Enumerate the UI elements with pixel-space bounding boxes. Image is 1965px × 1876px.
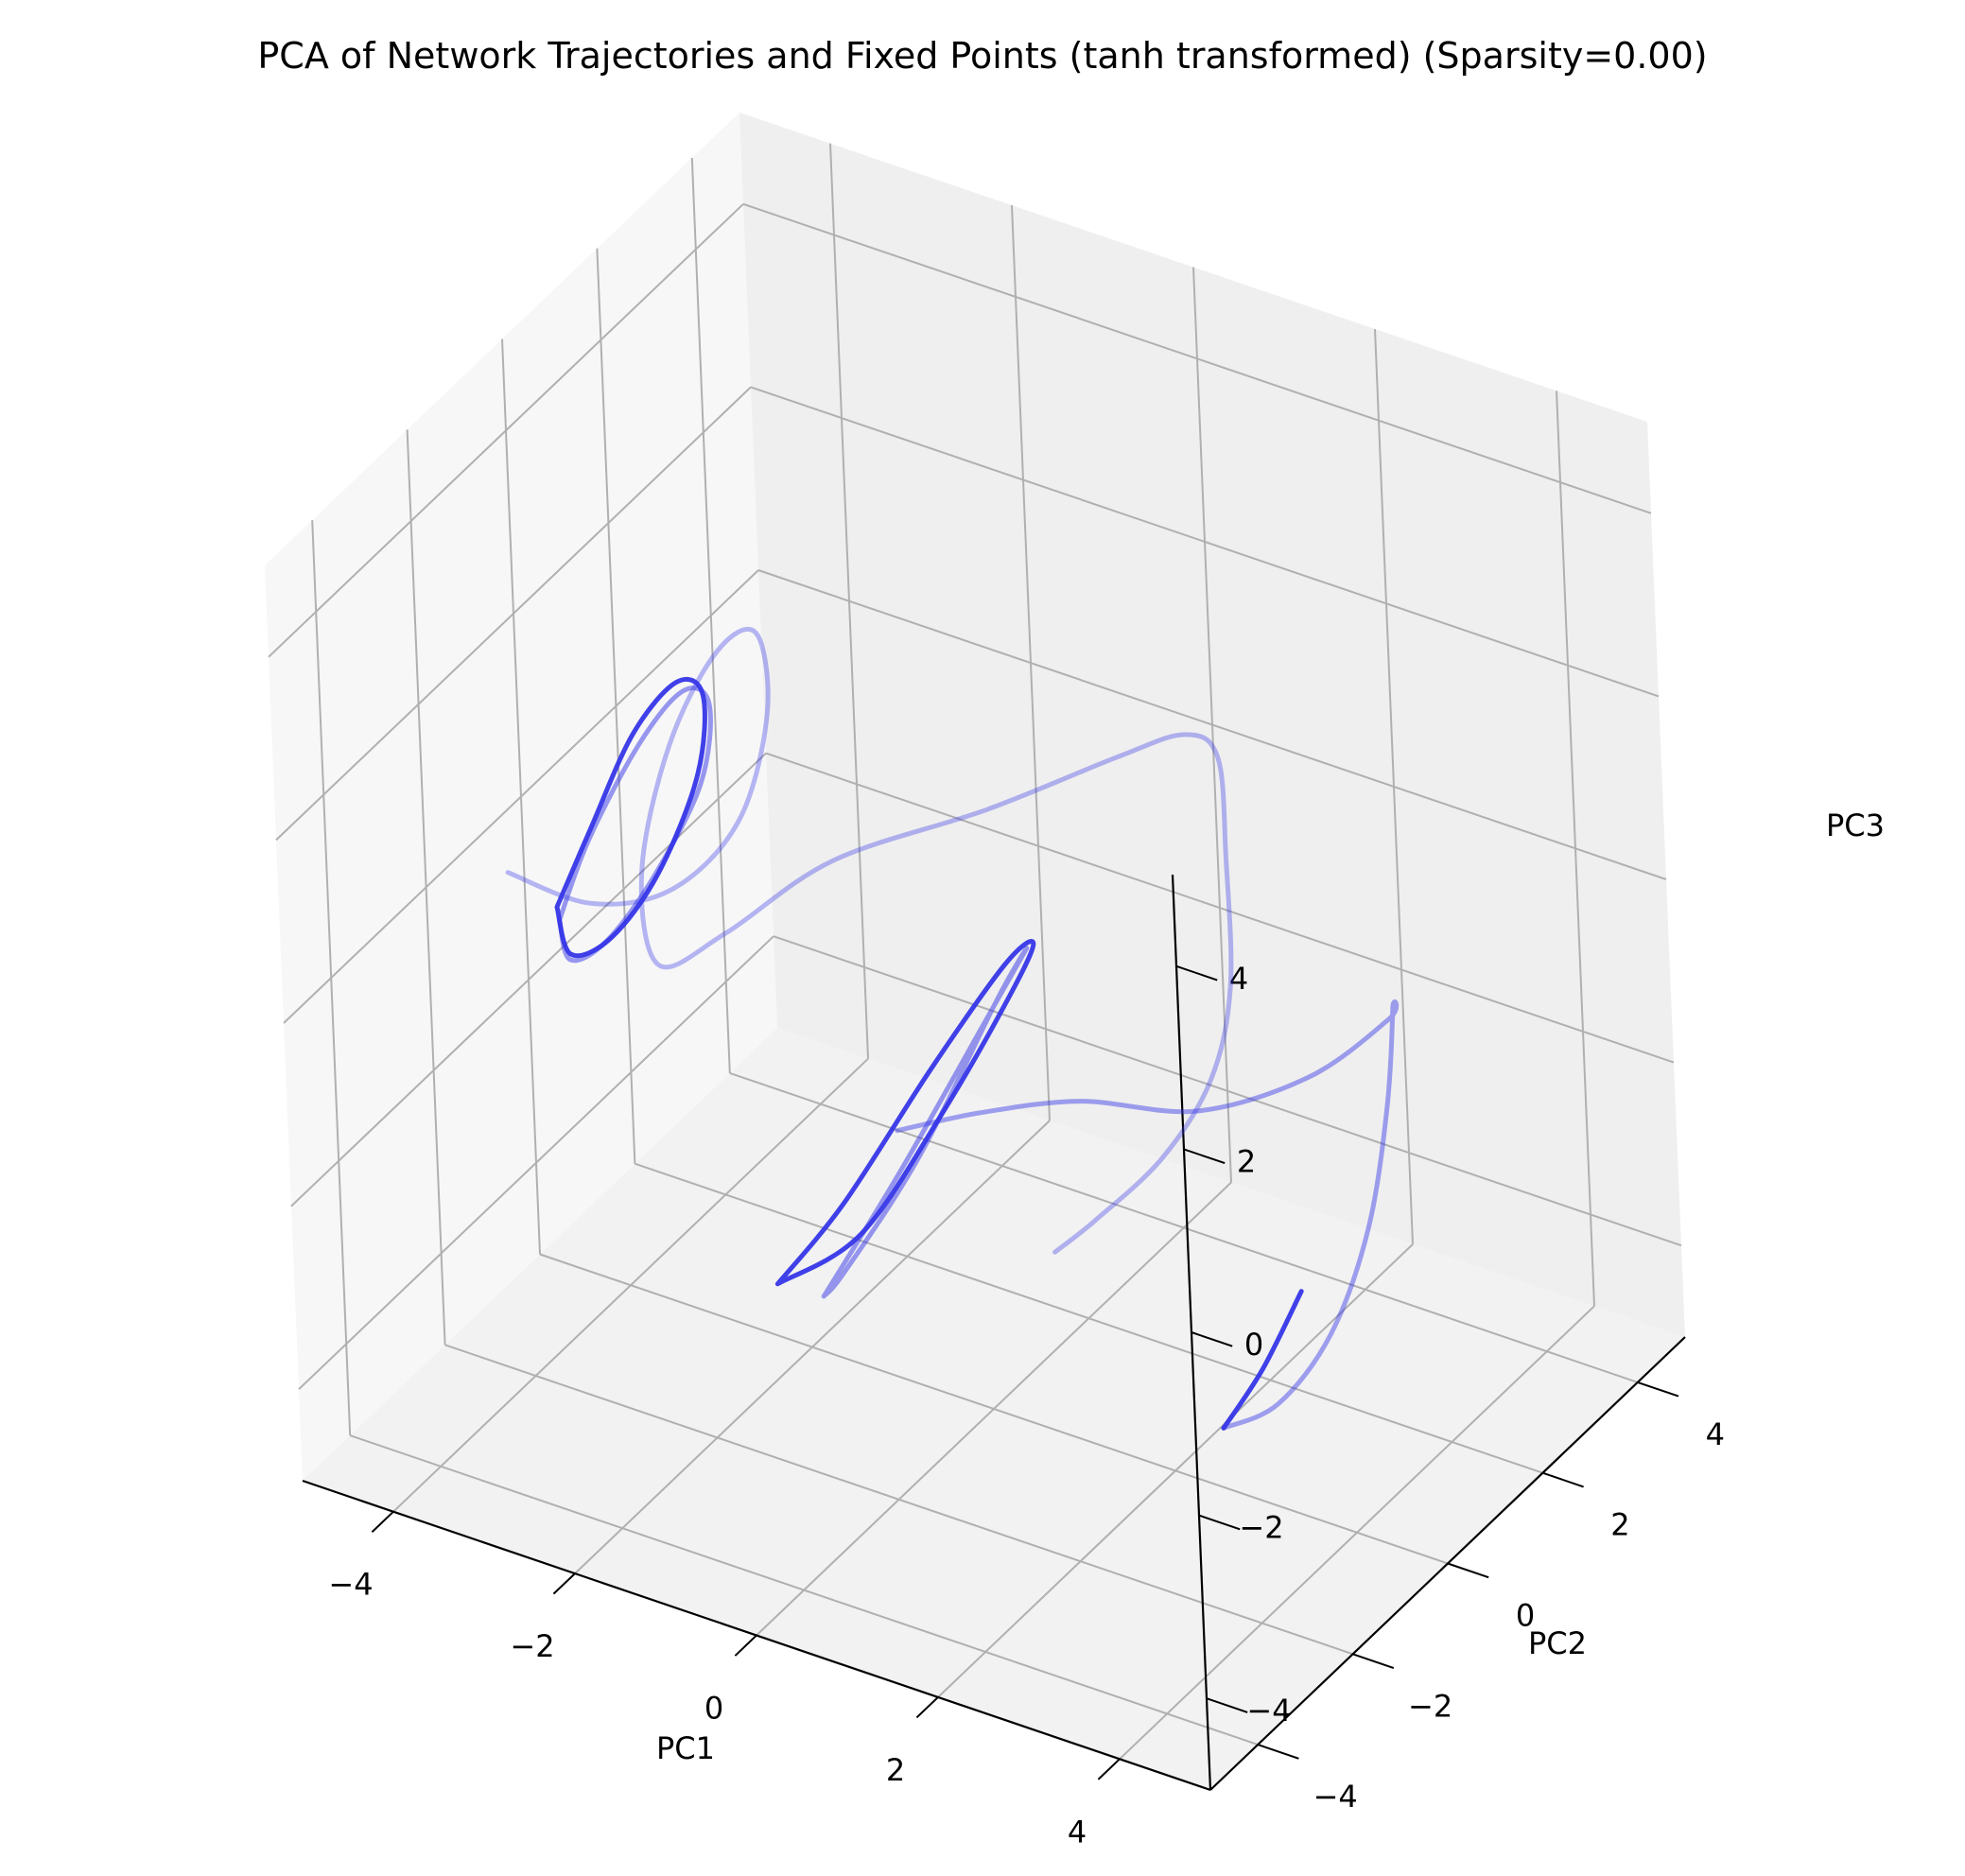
z-tick (1175, 964, 1218, 981)
x-tick-label: 0 (704, 1691, 723, 1727)
z-tick-label: 2 (1237, 1143, 1256, 1179)
x-tick (1097, 1758, 1121, 1780)
axis-panes (265, 113, 1685, 1790)
x-tick-label: −4 (328, 1567, 373, 1603)
grid-y-floor (444, 1344, 1353, 1656)
grid-z-left (290, 752, 767, 1207)
y-tick (1447, 1562, 1489, 1579)
x-tick-label: 4 (1068, 1814, 1087, 1850)
grid-z-back (765, 752, 1675, 1064)
trajectory-line-6 (821, 946, 1030, 1299)
y-tick-label: 4 (1706, 1416, 1725, 1452)
y-tick-label: −2 (1408, 1688, 1452, 1724)
chart-title: PCA of Network Trajectories and Fixed Po… (257, 35, 1707, 77)
y-tick (1257, 1744, 1299, 1760)
x-tick (915, 1696, 939, 1719)
x-tick (552, 1572, 576, 1595)
x-tick-label: −2 (510, 1628, 554, 1664)
y-tick-label: −4 (1313, 1779, 1358, 1815)
trajectories (505, 626, 1400, 1431)
grid-z-back (757, 569, 1667, 880)
grid-z-left (283, 569, 759, 1024)
y-tick (1637, 1381, 1679, 1398)
z-tick (1198, 1514, 1241, 1531)
gridlines (268, 143, 1682, 1761)
y-tick (1352, 1653, 1395, 1669)
y-axis-label: PC2 (1528, 1625, 1587, 1661)
y-tick-label: 2 (1610, 1507, 1629, 1543)
grid-y-floor (729, 1071, 1639, 1383)
trajectory-line-7 (774, 939, 1036, 1287)
trajectory-line-3 (554, 676, 707, 959)
y-tick (1542, 1471, 1584, 1488)
grid-z-back (750, 386, 1660, 698)
grid-z-left (275, 386, 752, 842)
x-tick (371, 1510, 394, 1533)
z-tick-label: −2 (1239, 1510, 1283, 1546)
grid-y-floor (635, 1162, 1543, 1474)
grid-z-back (773, 935, 1682, 1247)
grid-y-floor (349, 1434, 1259, 1746)
grid-z-left (298, 935, 774, 1390)
x-tick (734, 1634, 757, 1657)
tick-labels: −4 −4 −4 −2 −2 −2 0 0 0 2 2 2 4 4 4 (328, 961, 1725, 1850)
z-tick-label: 0 (1244, 1327, 1263, 1363)
y-tick-label: 0 (1516, 1598, 1535, 1634)
x-tick-label: 2 (886, 1752, 905, 1788)
z-tick (1206, 1697, 1248, 1713)
z-tick-label: −4 (1246, 1693, 1291, 1728)
grid-z-left (268, 203, 744, 658)
z-tick (1191, 1331, 1233, 1347)
trajectory-line-4 (895, 999, 1400, 1431)
grid-z-back (742, 202, 1652, 514)
trajectory-line-1 (505, 626, 1234, 1255)
grid-y-floor (539, 1253, 1449, 1565)
z-tick (1183, 1148, 1226, 1165)
trajectory-line-5 (1221, 1289, 1304, 1431)
z-axis-label: PC3 (1826, 808, 1885, 843)
x-axis-label: PC1 (656, 1730, 715, 1766)
z-tick-label: 4 (1229, 961, 1248, 997)
